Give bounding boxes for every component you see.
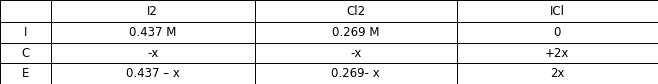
Text: I2: I2 <box>147 5 158 17</box>
Text: 0: 0 <box>553 26 561 39</box>
Text: 0.269- x: 0.269- x <box>331 67 380 80</box>
Text: 0.437 M: 0.437 M <box>129 26 176 39</box>
Text: Cl2: Cl2 <box>346 5 365 17</box>
Text: I: I <box>24 26 27 39</box>
Text: +2x: +2x <box>545 47 570 59</box>
Text: E: E <box>22 67 29 80</box>
Text: C: C <box>21 47 30 59</box>
Text: 0.269 M: 0.269 M <box>332 26 380 39</box>
Text: 0.437 – x: 0.437 – x <box>126 67 180 80</box>
Text: ICl: ICl <box>550 5 565 17</box>
Text: -x: -x <box>147 47 159 59</box>
Text: -x: -x <box>350 47 361 59</box>
Text: 2x: 2x <box>550 67 565 80</box>
